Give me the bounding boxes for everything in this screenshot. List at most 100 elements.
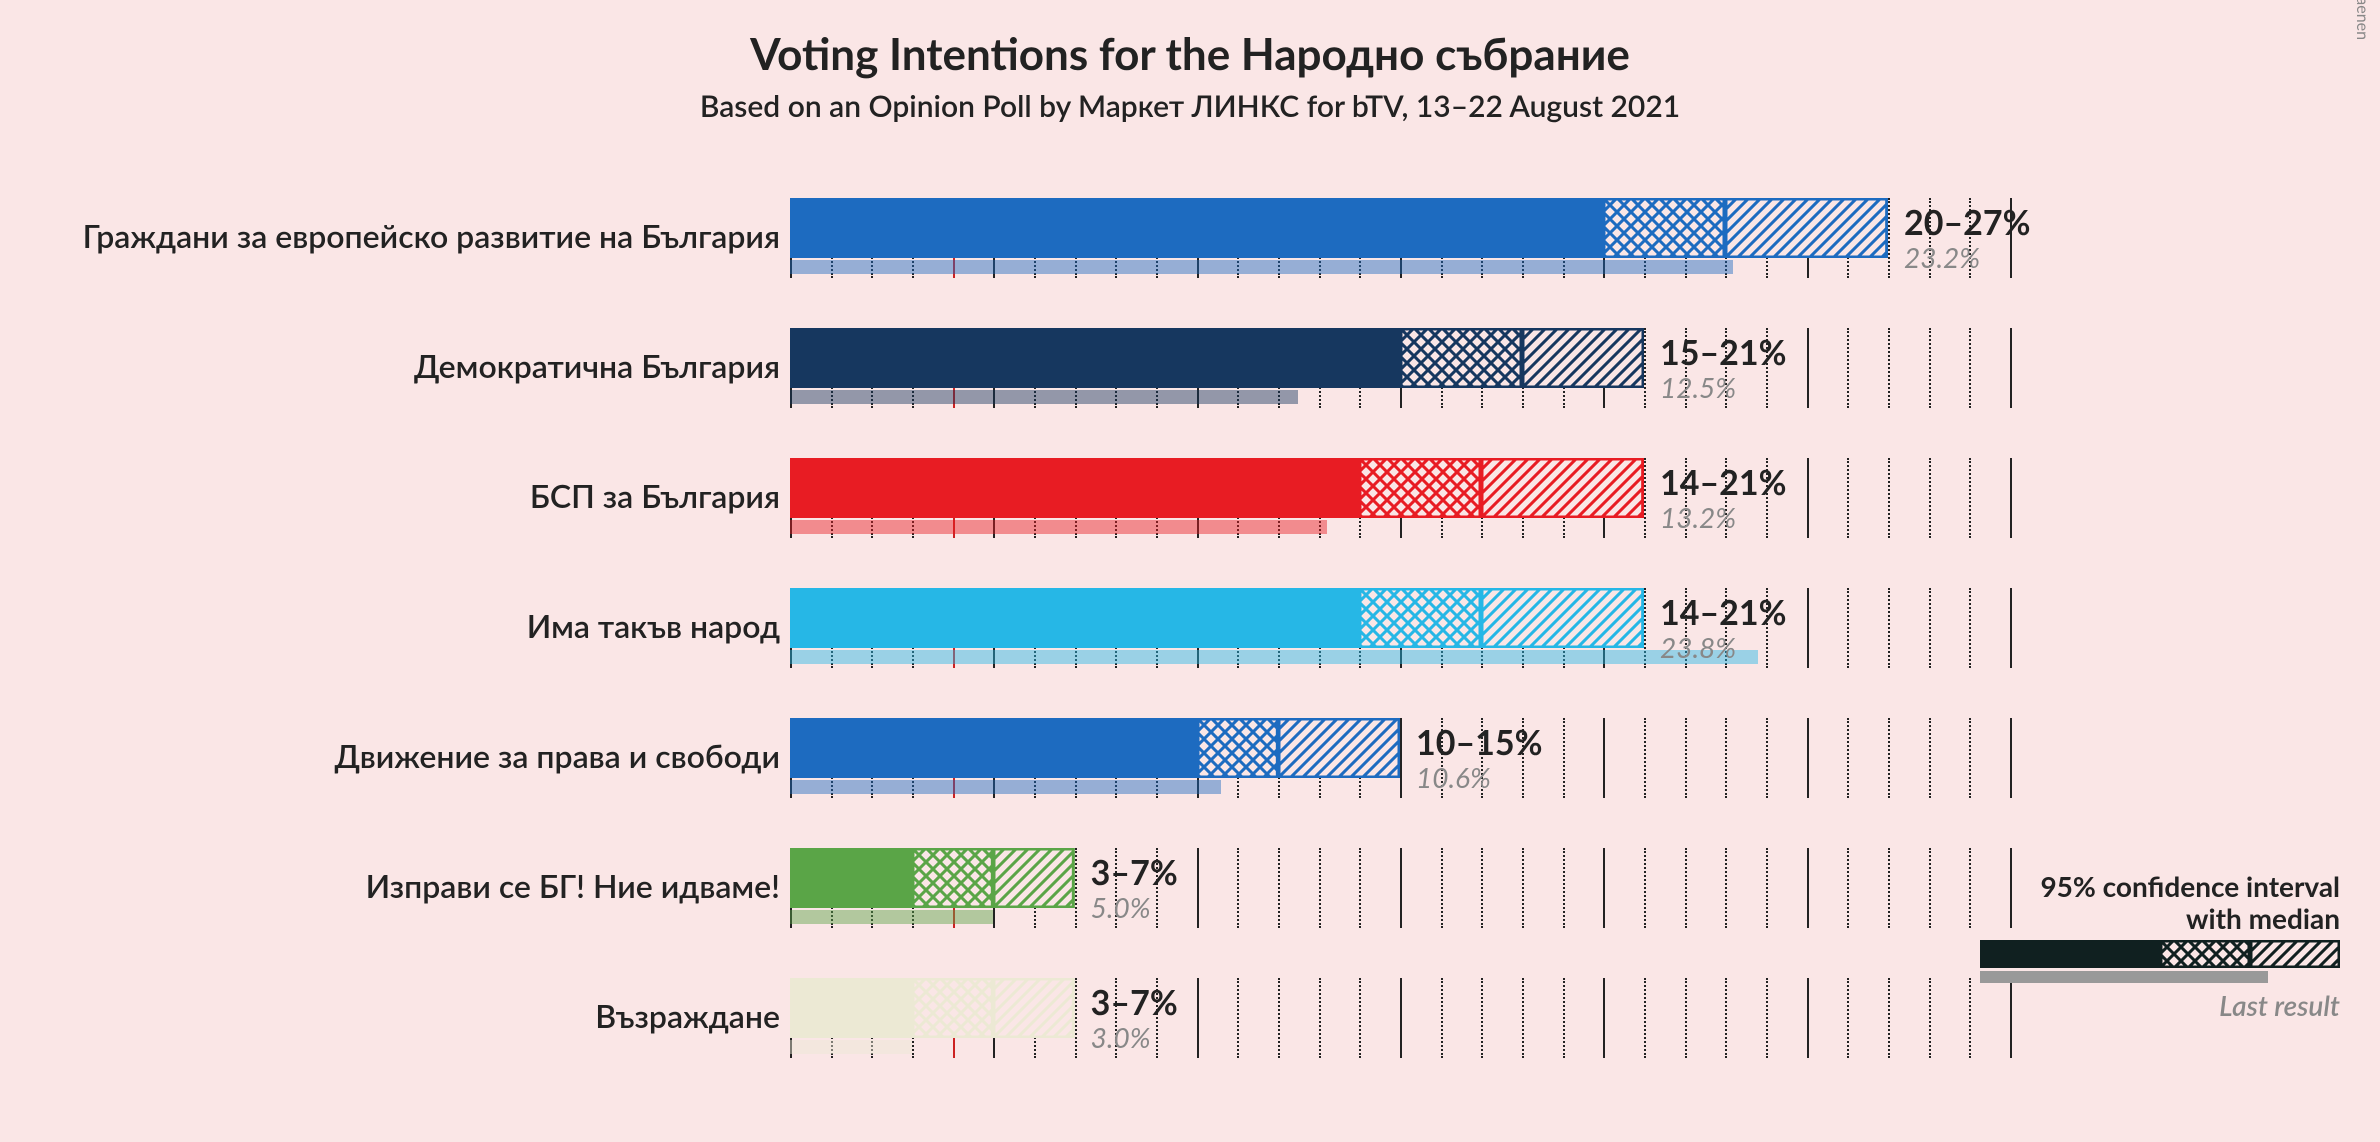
grid-minor — [1522, 978, 1524, 1058]
grid-major — [1807, 848, 1809, 928]
party-label: Демократична България — [0, 346, 780, 385]
grid-major — [1807, 328, 1809, 408]
value-last: 12.5% — [1660, 370, 1736, 404]
grid-minor — [1725, 978, 1727, 1058]
value-range: 14–21% — [1660, 462, 1786, 503]
grid-minor — [1481, 848, 1483, 928]
value-last: 10.6% — [1416, 760, 1491, 794]
grid-minor — [1888, 848, 1890, 928]
last-result-bar — [790, 390, 1298, 404]
legend-last-label: Last result — [1980, 988, 2340, 1022]
grid-minor — [1319, 978, 1321, 1058]
grid-minor — [1888, 588, 1890, 668]
party-label: Изправи се БГ! Ние идваме! — [0, 866, 780, 905]
grid-major — [1197, 848, 1199, 928]
grid-major — [1400, 848, 1402, 928]
grid-minor — [1075, 978, 1077, 1058]
grid-major — [1807, 718, 1809, 798]
ci-bar-median-high — [993, 848, 1074, 908]
bar-zone — [790, 848, 2010, 978]
chart-title: Voting Intentions for the Народно събран… — [0, 28, 2380, 80]
grid-minor — [1969, 328, 1971, 408]
bar-zone — [790, 978, 2010, 1108]
party-row: БСП за България 14–21%13.2% — [0, 458, 2380, 588]
party-row: Граждани за европейско развитие на Бълга… — [0, 198, 2380, 328]
ci-bar-median-high — [1522, 328, 1644, 388]
grid-major — [2010, 328, 2012, 408]
ci-bar-low-median — [1603, 198, 1725, 258]
grid-minor — [1969, 978, 1971, 1058]
party-row: Демократична България 15–21%12.5% — [0, 328, 2380, 458]
grid-minor — [1685, 848, 1687, 928]
party-label: Възраждане — [0, 996, 780, 1035]
grid-minor — [1441, 978, 1443, 1058]
grid-minor — [1888, 978, 1890, 1058]
bar-zone — [790, 328, 2010, 458]
grid-minor — [1929, 588, 1931, 668]
ci-bar-solid — [790, 588, 1359, 648]
value-range: 3–7% — [1091, 982, 1178, 1023]
grid-major — [1807, 458, 1809, 538]
legend: 95% confidence interval with median Last… — [1980, 870, 2340, 1022]
party-label: Движение за права и свободи — [0, 736, 780, 775]
last-result-bar — [790, 260, 1733, 274]
ci-bar-solid — [790, 718, 1197, 778]
grid-minor — [1075, 848, 1077, 928]
grid-minor — [1847, 588, 1849, 668]
last-result-bar — [790, 650, 1758, 664]
bar-zone — [790, 588, 2010, 718]
grid-minor — [1888, 198, 1890, 278]
grid-major — [1603, 718, 1605, 798]
grid-minor — [1929, 718, 1931, 798]
chart-subtitle: Based on an Opinion Poll by Маркет ЛИНКС… — [0, 88, 2380, 124]
party-label: Граждани за европейско развитие на Бълга… — [0, 216, 780, 255]
value-last: 3.0% — [1091, 1020, 1151, 1054]
bar-zone — [790, 198, 2010, 328]
credit-text: © 2021 Filip van Laenen — [2353, 0, 2372, 40]
grid-minor — [1441, 848, 1443, 928]
grid-minor — [1929, 848, 1931, 928]
grid-minor — [1969, 848, 1971, 928]
grid-major — [1807, 588, 1809, 668]
grid-major — [1197, 978, 1199, 1058]
grid-major — [1400, 718, 1402, 798]
grid-minor — [1563, 718, 1565, 798]
ci-bar-solid — [790, 848, 912, 908]
grid-minor — [1847, 978, 1849, 1058]
grid-minor — [1278, 848, 1280, 928]
legend-cross — [2160, 940, 2250, 968]
ci-bar-solid — [790, 328, 1400, 388]
grid-minor — [1563, 978, 1565, 1058]
value-last: 23.8% — [1660, 630, 1736, 664]
ci-bar-low-median — [912, 848, 993, 908]
grid-minor — [1969, 588, 1971, 668]
grid-minor — [1237, 848, 1239, 928]
last-result-bar — [790, 780, 1221, 794]
grid-minor — [1888, 328, 1890, 408]
grid-minor — [1847, 848, 1849, 928]
last-result-bar — [790, 910, 993, 924]
value-range: 20–27% — [1904, 202, 2030, 243]
grid-minor — [1359, 978, 1361, 1058]
grid-minor — [1766, 978, 1768, 1058]
legend-last-bar — [1980, 971, 2268, 983]
legend-diag — [2250, 940, 2340, 968]
legend-sample-bar — [1980, 940, 2340, 986]
grid-minor — [1278, 978, 1280, 1058]
ci-bar-solid — [790, 978, 912, 1038]
ci-bar-median-high — [1481, 458, 1644, 518]
grid-major — [1807, 978, 1809, 1058]
grid-minor — [1644, 328, 1646, 408]
grid-major — [2010, 458, 2012, 538]
grid-minor — [1847, 328, 1849, 408]
grid-minor — [1359, 848, 1361, 928]
grid-minor — [1644, 848, 1646, 928]
party-label: Има такъв народ — [0, 606, 780, 645]
ci-bar-low-median — [912, 978, 993, 1038]
grid-minor — [1563, 848, 1565, 928]
value-range: 3–7% — [1091, 852, 1178, 893]
bar-zone — [790, 458, 2010, 588]
ci-bar-low-median — [1359, 458, 1481, 518]
grid-minor — [1766, 848, 1768, 928]
grid-major — [2010, 718, 2012, 798]
